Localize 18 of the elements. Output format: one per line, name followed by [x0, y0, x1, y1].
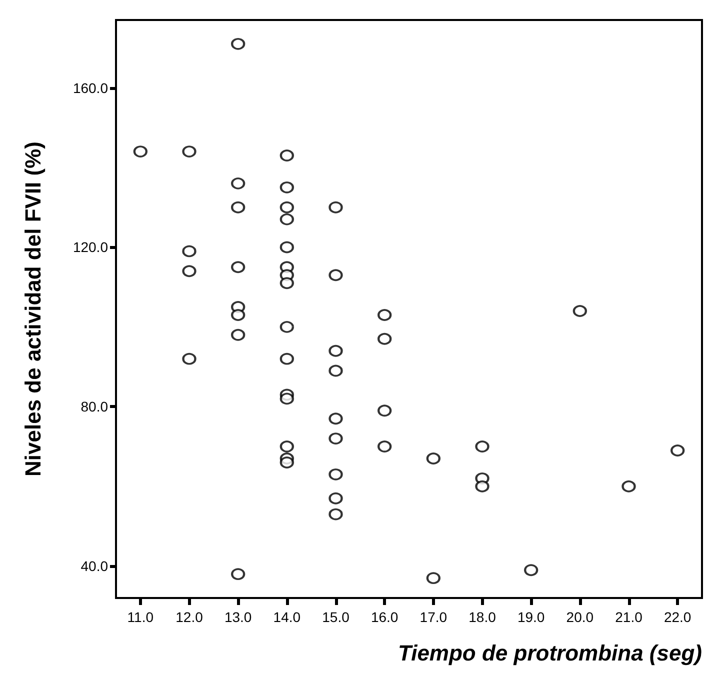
x-tick-label: 16.0: [370, 609, 398, 625]
y-tick-label: 160.0: [72, 80, 108, 96]
x-tick-label: 21.0: [615, 609, 643, 625]
x-tick-label: 11.0: [127, 609, 154, 625]
y-tick-label: 120.0: [72, 239, 108, 256]
y-tick-label: 40.0: [80, 558, 108, 574]
x-tick-label: 18.0: [468, 609, 496, 625]
x-tick-label: 13.0: [224, 609, 252, 625]
y-axis-title: Niveles de actividad del FVII (%): [20, 142, 46, 476]
x-tick-label: 15.0: [322, 609, 350, 625]
y-tick-label: 80.0: [80, 398, 108, 415]
x-tick-label: 19.0: [517, 609, 545, 625]
x-tick-label: 20.0: [566, 609, 594, 625]
x-tick-label: 17.0: [420, 609, 448, 625]
x-axis-title: Tiempo de protrombina (seg): [398, 640, 702, 666]
x-tick-label: 22.0: [664, 609, 692, 625]
x-tick-label: 12.0: [176, 609, 204, 625]
x-tick-label: 14.0: [273, 609, 301, 625]
